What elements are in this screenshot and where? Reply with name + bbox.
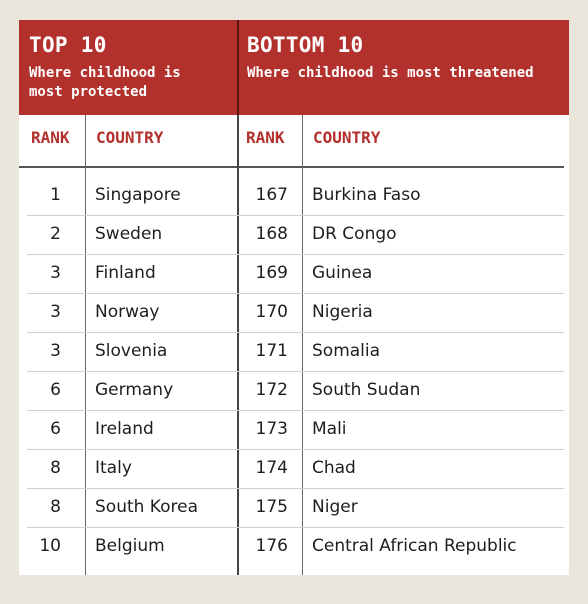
top-rank-cell: 3 xyxy=(50,263,61,283)
bottom-country-cell: Mali xyxy=(312,419,347,439)
top-country-cell: Ireland xyxy=(95,419,154,439)
bottom-country-cell: Nigeria xyxy=(312,302,373,322)
bottom-country-cell: Chad xyxy=(312,458,356,478)
top-rank-cell: 6 xyxy=(50,380,61,400)
top-country-cell: Italy xyxy=(95,458,132,478)
table-row: 1 Singapore 167 Burkina Faso xyxy=(19,176,569,215)
top-country-cell: South Korea xyxy=(95,497,199,517)
bottom-rank-cell: 169 xyxy=(255,263,288,283)
bottom-rank-cell: 172 xyxy=(255,380,288,400)
row-divider xyxy=(27,488,564,489)
row-divider xyxy=(27,371,564,372)
bottom-rank-cell: 167 xyxy=(255,185,288,205)
top-rank-cell: 8 xyxy=(50,458,61,478)
banner-divider xyxy=(237,20,239,115)
top-rank-cell: 1 xyxy=(50,185,61,205)
top-10-subtitle: Where childhood is most protected xyxy=(29,65,181,100)
bottom-10-subtitle: Where childhood is most threatened xyxy=(247,65,534,81)
table-row: 8 Italy 174 Chad xyxy=(19,449,569,488)
bottom-rank-cell: 171 xyxy=(255,341,288,361)
top-column-divider xyxy=(85,115,86,575)
table-row: 2 Sweden 168 DR Congo xyxy=(19,215,569,254)
row-divider xyxy=(27,254,564,255)
bottom-country-cell: Guinea xyxy=(312,263,373,283)
bottom-rank-cell: 176 xyxy=(255,536,288,556)
top-rank-cell: 6 xyxy=(50,419,61,439)
bottom-10-title: BOTTOM 10 xyxy=(247,33,364,57)
top-rank-header: RANK xyxy=(31,128,70,147)
table-row: 3 Slovenia 171 Somalia xyxy=(19,332,569,371)
row-divider xyxy=(27,332,564,333)
bottom-10-header: BOTTOM 10 Where childhood is most threat… xyxy=(238,20,569,115)
top-10-header: TOP 10 Where childhood is most protected xyxy=(19,20,237,115)
top-country-cell: Finland xyxy=(95,263,156,283)
row-divider xyxy=(27,449,564,450)
row-divider xyxy=(27,527,564,528)
bottom-country-cell: Niger xyxy=(312,497,358,517)
top-rank-cell: 10 xyxy=(39,536,61,556)
row-divider xyxy=(27,293,564,294)
top-rank-cell: 8 xyxy=(50,497,61,517)
bottom-rank-cell: 174 xyxy=(255,458,288,478)
top-country-cell: Slovenia xyxy=(95,341,168,361)
bottom-country-cell: Somalia xyxy=(312,341,381,361)
top-country-header: COUNTRY xyxy=(96,128,164,147)
bottom-rank-cell: 168 xyxy=(255,224,288,244)
row-divider xyxy=(27,410,564,411)
bottom-rank-cell: 173 xyxy=(255,419,288,439)
top-rank-cell: 2 xyxy=(50,224,61,244)
table-row: 3 Norway 170 Nigeria xyxy=(19,293,569,332)
top-country-cell: Belgium xyxy=(95,536,165,556)
top-10-title: TOP 10 xyxy=(29,33,107,57)
top-rank-cell: 3 xyxy=(50,302,61,322)
row-divider xyxy=(27,215,564,216)
bottom-column-divider xyxy=(302,115,303,575)
table-row: 8 South Korea 175 Niger xyxy=(19,488,569,527)
bottom-country-cell: Central African Republic xyxy=(312,536,517,556)
bottom-country-cell: DR Congo xyxy=(312,224,397,244)
top-country-cell: Norway xyxy=(95,302,160,322)
table-row: 6 Ireland 173 Mali xyxy=(19,410,569,449)
bottom-country-cell: South Sudan xyxy=(312,380,421,400)
bottom-rank-cell: 175 xyxy=(255,497,288,517)
header-rule xyxy=(19,166,564,168)
header-banner: TOP 10 Where childhood is most protected… xyxy=(19,20,569,115)
table-row: 10 Belgium 176 Central African Republic xyxy=(19,527,569,566)
table-center-divider xyxy=(237,115,239,575)
table-row: 3 Finland 169 Guinea xyxy=(19,254,569,293)
bottom-country-cell: Burkina Faso xyxy=(312,185,421,205)
top-rank-cell: 3 xyxy=(50,341,61,361)
bottom-rank-header: RANK xyxy=(246,128,285,147)
table-row: 6 Germany 172 South Sudan xyxy=(19,371,569,410)
bottom-country-header: COUNTRY xyxy=(313,128,381,147)
bottom-rank-cell: 170 xyxy=(255,302,288,322)
top-country-cell: Germany xyxy=(95,380,174,400)
top-country-cell: Singapore xyxy=(95,185,181,205)
top-country-cell: Sweden xyxy=(95,224,163,244)
ranking-table: TOP 10 Where childhood is most protected… xyxy=(19,20,569,575)
